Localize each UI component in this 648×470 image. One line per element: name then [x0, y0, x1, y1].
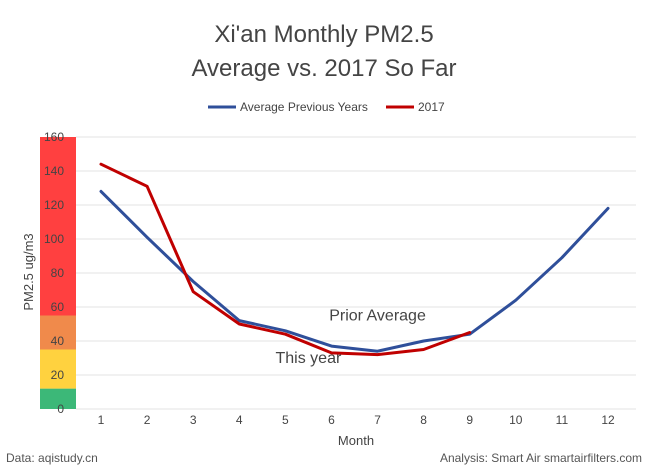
- aqi-band-3: [40, 137, 76, 316]
- legend-label-2017: 2017: [418, 100, 445, 114]
- y-axis-ticks: 0 20 40 60 80 100 120 140 160: [44, 130, 64, 416]
- series-line-2017: [99, 162, 472, 357]
- x-tick-label: 4: [236, 413, 243, 427]
- y-tick-label: 160: [44, 130, 64, 144]
- x-tick-label: 6: [328, 413, 335, 427]
- x-tick-label: 2: [144, 413, 151, 427]
- y-tick-label: 60: [51, 300, 65, 314]
- y-tick-label: 0: [57, 402, 64, 416]
- y-axis-label: PM2.5 ug/m3: [21, 233, 36, 310]
- x-tick-label: 1: [98, 413, 105, 427]
- x-tick-label: 5: [282, 413, 289, 427]
- annotation-label: Prior Average: [329, 308, 426, 325]
- data-series: [99, 162, 610, 357]
- y-tick-label: 100: [44, 232, 64, 246]
- x-tick-label: 9: [466, 413, 473, 427]
- annotations: Prior Average This year: [276, 308, 426, 368]
- gridlines: [76, 136, 636, 410]
- aqi-band-1: [40, 349, 76, 389]
- x-axis-ticks: 1 2 3 4 5 6 7 8 9 10 11 12: [98, 413, 615, 427]
- y-tick-label: 40: [51, 334, 65, 348]
- annotation-label: This year: [276, 350, 342, 367]
- aqi-band-0: [40, 388, 76, 409]
- x-axis-label: Month: [338, 433, 374, 448]
- aqi-band-2: [40, 315, 76, 350]
- y-tick-label: 120: [44, 198, 64, 212]
- aqi-color-bands: [40, 137, 76, 409]
- x-tick-label: 7: [374, 413, 381, 427]
- y-tick-label: 20: [51, 368, 65, 382]
- x-tick-label: 8: [420, 413, 427, 427]
- y-tick-label: 140: [44, 164, 64, 178]
- legend: Average Previous Years 2017: [208, 100, 445, 114]
- legend-label-average: Average Previous Years: [240, 100, 368, 114]
- x-tick-label: 11: [556, 413, 569, 427]
- chart-title-line-1: Xi'an Monthly PM2.5: [214, 21, 433, 48]
- x-tick-label: 12: [601, 413, 615, 427]
- analysis-credit-footer: Analysis: Smart Air smartairfilters.com: [440, 451, 642, 465]
- data-source-footer: Data: aqistudy.cn: [6, 451, 98, 465]
- x-tick-label: 3: [190, 413, 197, 427]
- chart-title-line-2: Average vs. 2017 So Far: [191, 55, 456, 82]
- series-line-average-previous-years: [99, 189, 610, 353]
- y-tick-label: 80: [51, 266, 65, 280]
- x-tick-label: 10: [509, 413, 523, 427]
